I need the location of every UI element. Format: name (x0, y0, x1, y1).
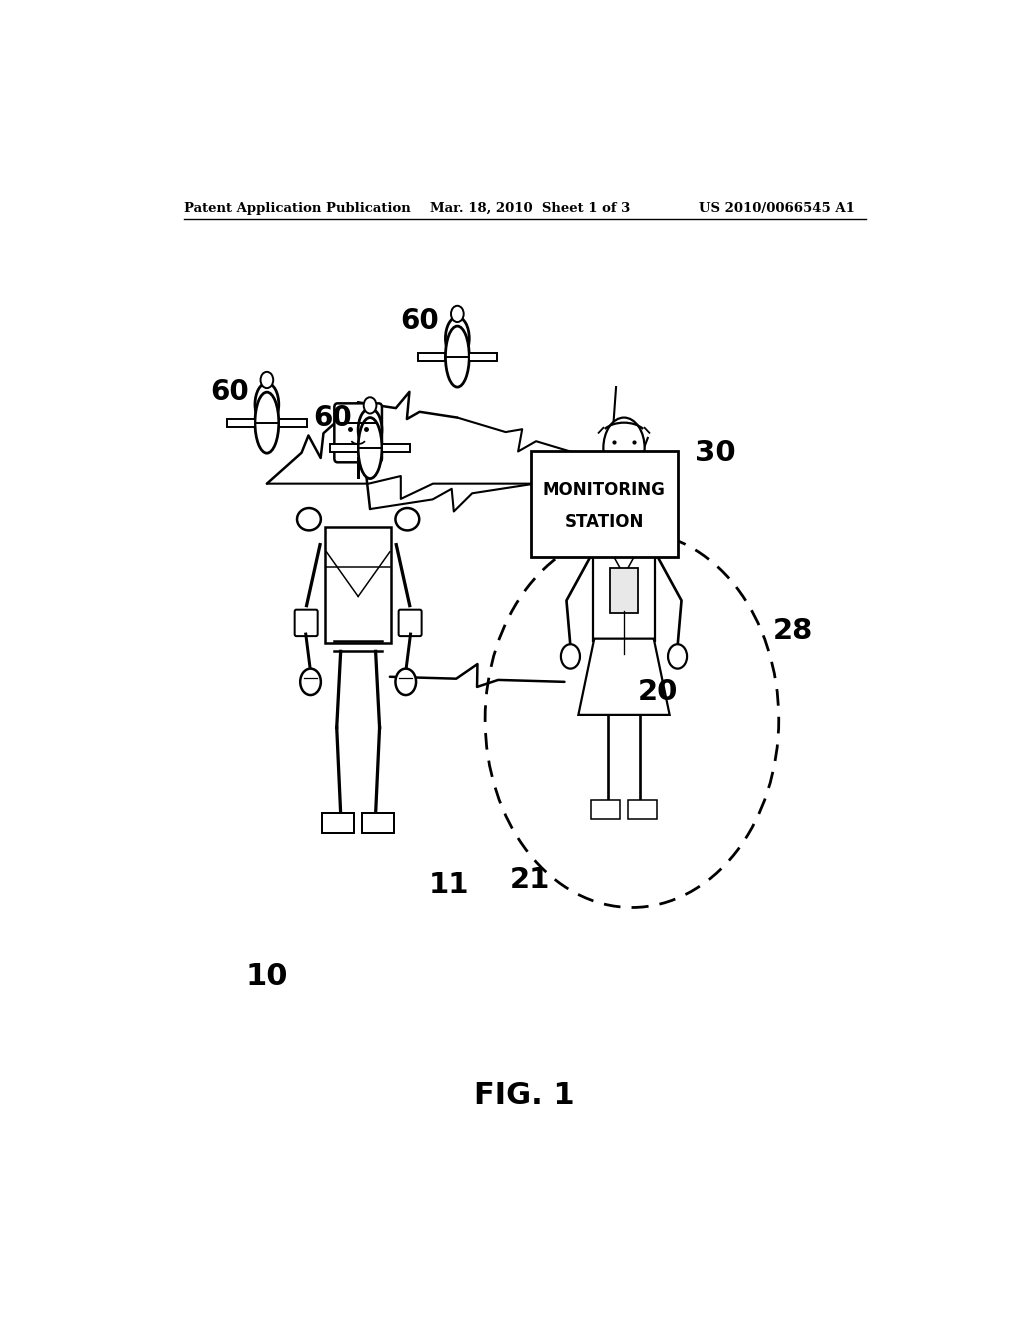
Text: 30: 30 (695, 440, 735, 467)
FancyBboxPatch shape (295, 610, 317, 636)
FancyBboxPatch shape (530, 450, 678, 557)
Text: 60: 60 (313, 404, 352, 432)
Ellipse shape (255, 383, 279, 426)
Ellipse shape (255, 392, 279, 453)
Circle shape (668, 644, 687, 669)
Text: 20: 20 (638, 678, 678, 706)
Ellipse shape (395, 508, 419, 531)
Ellipse shape (445, 326, 469, 387)
Text: US 2010/0066545 A1: US 2010/0066545 A1 (699, 202, 855, 215)
Ellipse shape (297, 508, 321, 531)
Text: 21: 21 (509, 866, 550, 894)
FancyBboxPatch shape (325, 528, 391, 643)
Text: 60: 60 (400, 308, 439, 335)
FancyBboxPatch shape (628, 800, 656, 818)
FancyBboxPatch shape (334, 404, 382, 462)
Ellipse shape (358, 417, 382, 479)
Text: 60: 60 (210, 378, 249, 407)
Ellipse shape (445, 317, 469, 359)
Bar (227, 418, 255, 426)
FancyBboxPatch shape (362, 813, 394, 833)
Bar (331, 444, 358, 453)
Bar (418, 352, 445, 360)
Text: STATION: STATION (564, 513, 644, 531)
Ellipse shape (358, 408, 382, 451)
Text: MONITORING: MONITORING (543, 480, 666, 499)
Text: Patent Application Publication: Patent Application Publication (183, 202, 411, 215)
Ellipse shape (603, 417, 645, 479)
Circle shape (451, 306, 464, 322)
Text: Mar. 18, 2010  Sheet 1 of 3: Mar. 18, 2010 Sheet 1 of 3 (430, 202, 630, 215)
FancyBboxPatch shape (593, 520, 655, 640)
Bar (469, 352, 497, 360)
Circle shape (395, 669, 416, 696)
Circle shape (300, 669, 321, 696)
Polygon shape (579, 639, 670, 715)
Circle shape (561, 644, 580, 669)
FancyBboxPatch shape (398, 610, 422, 636)
Bar (382, 444, 410, 453)
Circle shape (260, 372, 273, 388)
FancyBboxPatch shape (323, 813, 354, 833)
Text: 10: 10 (246, 962, 288, 991)
Circle shape (364, 397, 377, 413)
FancyBboxPatch shape (609, 568, 638, 612)
Bar (279, 418, 306, 426)
Text: 28: 28 (773, 616, 813, 645)
FancyBboxPatch shape (592, 800, 620, 818)
Text: FIG. 1: FIG. 1 (474, 1081, 575, 1110)
Text: 11: 11 (429, 871, 470, 899)
